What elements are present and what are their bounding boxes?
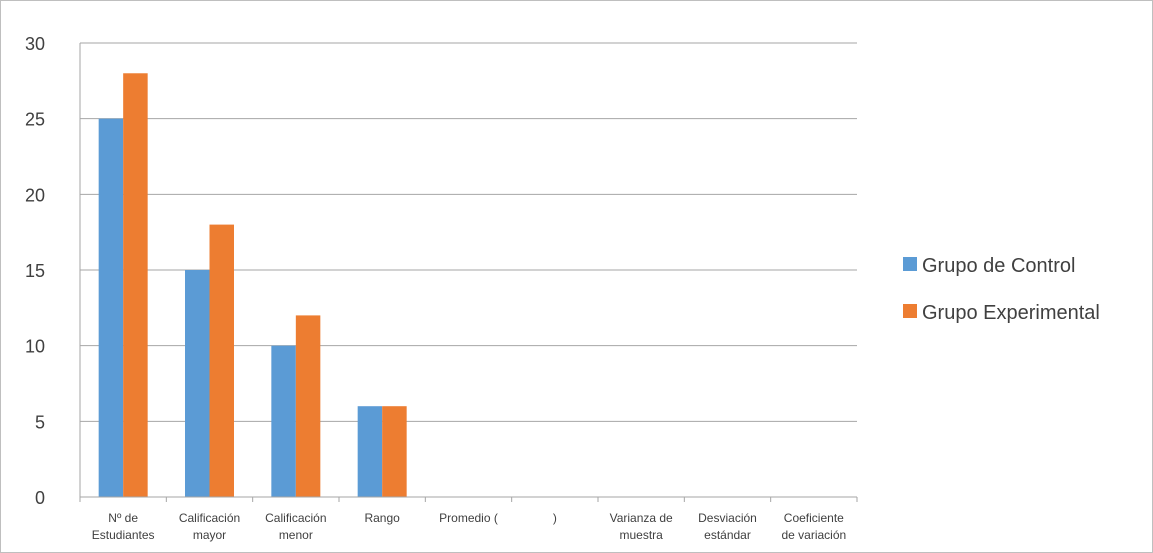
bar-experimental (295, 315, 321, 497)
x-tick-label: Calificación (179, 511, 240, 525)
x-tick-label: Coeficiente (784, 511, 844, 525)
y-tick-label: 30 (25, 34, 45, 54)
y-tick-label: 25 (25, 110, 45, 130)
y-tick-label: 0 (35, 488, 45, 508)
bar-experimental (382, 406, 407, 497)
legend-swatch (903, 257, 917, 271)
bar-experimental (209, 224, 234, 497)
x-tick-label: Desviación (698, 511, 757, 525)
y-tick-label: 20 (25, 185, 45, 205)
x-tick-label: Promedio ( (439, 511, 498, 525)
bar-control (185, 270, 210, 497)
x-tick-label: de variación (781, 528, 846, 542)
x-tick-label: muestra (619, 528, 663, 542)
y-tick-label: 10 (25, 337, 45, 357)
y-tick-label: 5 (35, 412, 45, 432)
legend: Grupo de Control Grupo Experimental (903, 255, 1100, 324)
x-tick-label: Calificación (265, 511, 326, 525)
x-tick-label: ) (553, 511, 557, 525)
x-tick-label: Rango (364, 511, 400, 525)
bar-control (271, 345, 296, 497)
x-tick-label: Estudiantes (92, 528, 155, 542)
x-tick-label: Nº de (108, 511, 138, 525)
y-tick-label: 15 (25, 261, 45, 281)
x-tick-label: mayor (193, 528, 226, 542)
bar-experimental (123, 73, 148, 498)
x-tick-label: menor (279, 528, 313, 542)
legend-label: Grupo de Control (922, 255, 1075, 277)
x-tick-labels: Nº de Estudiantes Calificación mayor Calific… (92, 511, 846, 542)
legend-swatch (903, 304, 917, 318)
bar-control (357, 406, 383, 497)
bars (98, 73, 407, 498)
legend-label: Grupo Experimental (922, 302, 1100, 324)
bar-control (98, 118, 124, 498)
axes (79, 43, 858, 502)
x-tick-label: Varianza de (610, 511, 673, 525)
x-tick-label: estándar (704, 528, 751, 542)
y-tick-labels: 0 5 10 15 20 25 30 (25, 34, 45, 508)
